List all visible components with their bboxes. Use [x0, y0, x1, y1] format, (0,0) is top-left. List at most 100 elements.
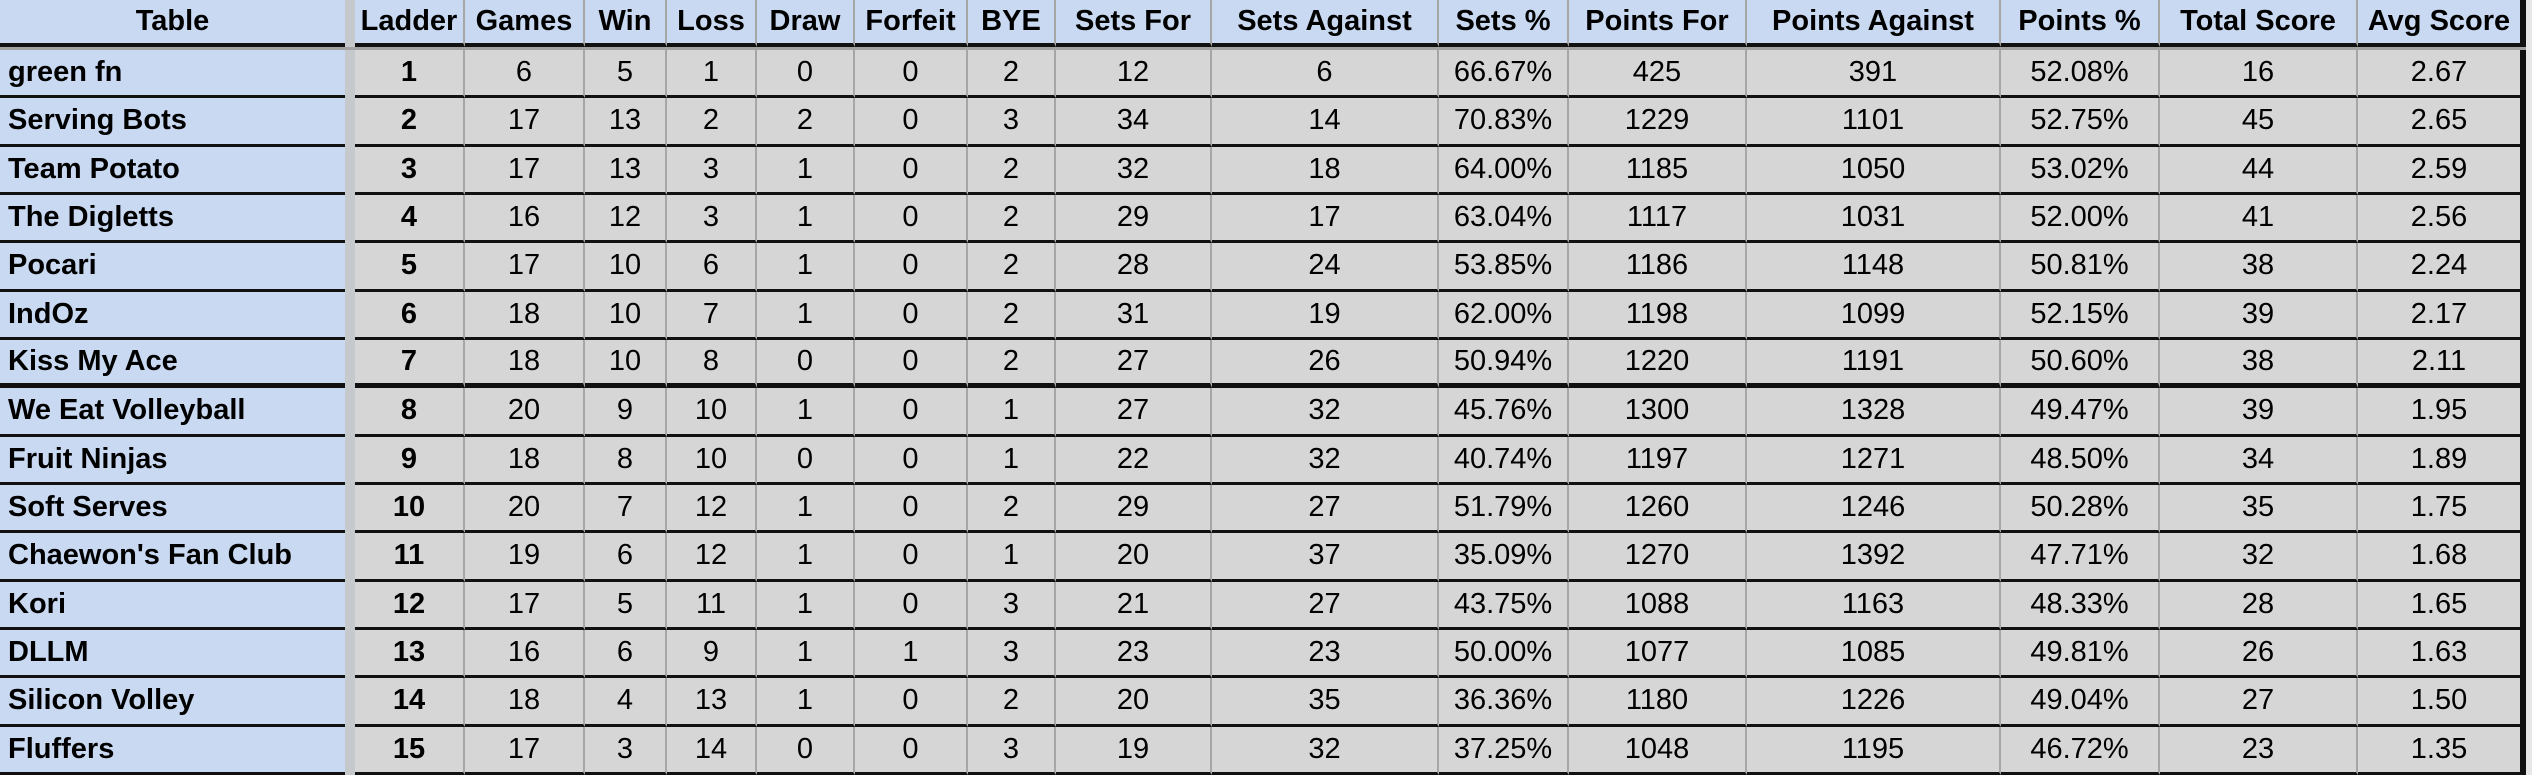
value-cell[interactable]: 1229 — [1569, 98, 1747, 147]
value-cell[interactable]: 44 — [2160, 146, 2358, 195]
value-cell[interactable]: 12 — [667, 533, 757, 582]
value-cell[interactable]: 13 — [667, 678, 757, 727]
value-cell[interactable]: 0 — [855, 436, 968, 485]
value-cell[interactable]: 1 — [757, 484, 855, 534]
value-cell[interactable]: 391 — [1747, 50, 2001, 99]
value-cell[interactable]: 1.95 — [2358, 388, 2526, 437]
value-cell[interactable]: 23 — [1212, 629, 1439, 679]
value-cell[interactable]: 32 — [1212, 436, 1439, 485]
value-cell[interactable]: 1.68 — [2358, 533, 2526, 582]
value-cell[interactable]: 49.47% — [2001, 388, 2160, 437]
value-cell[interactable]: 18 — [465, 291, 585, 340]
value-cell[interactable]: 26 — [1212, 339, 1439, 389]
value-cell[interactable]: 1246 — [1747, 484, 2001, 534]
value-cell[interactable]: 14 — [355, 678, 465, 727]
value-cell[interactable]: 47.71% — [2001, 533, 2160, 582]
value-cell[interactable]: 48.50% — [2001, 436, 2160, 485]
value-cell[interactable]: 37.25% — [1439, 726, 1569, 775]
value-cell[interactable]: 1328 — [1747, 388, 2001, 437]
value-cell[interactable]: 1 — [757, 533, 855, 582]
value-cell[interactable]: 10 — [355, 484, 465, 534]
value-cell[interactable]: 13 — [585, 146, 667, 195]
value-cell[interactable]: 5 — [585, 581, 667, 630]
value-cell[interactable]: 62.00% — [1439, 291, 1569, 340]
value-cell[interactable]: 19 — [465, 533, 585, 582]
value-cell[interactable]: 0 — [855, 339, 968, 389]
value-cell[interactable]: 14 — [667, 726, 757, 775]
value-cell[interactable]: 3 — [968, 629, 1056, 679]
value-cell[interactable]: 1085 — [1747, 629, 2001, 679]
value-cell[interactable]: 2 — [968, 678, 1056, 727]
value-cell[interactable]: 1 — [757, 194, 855, 244]
value-cell[interactable]: 1 — [757, 678, 855, 727]
team-cell[interactable]: We Eat Volleyball — [0, 388, 345, 437]
value-cell[interactable]: 0 — [855, 146, 968, 195]
value-cell[interactable]: 19 — [1056, 726, 1212, 775]
value-cell[interactable]: 34 — [2160, 436, 2358, 485]
value-cell[interactable]: 5 — [585, 50, 667, 99]
value-cell[interactable]: 1050 — [1747, 146, 2001, 195]
value-cell[interactable]: 11 — [355, 533, 465, 582]
team-cell[interactable]: DLLM — [0, 629, 345, 679]
value-cell[interactable]: 49.04% — [2001, 678, 2160, 727]
value-cell[interactable]: 21 — [1056, 581, 1212, 630]
value-cell[interactable]: 425 — [1569, 50, 1747, 99]
value-cell[interactable]: 29 — [1056, 484, 1212, 534]
header-cell[interactable]: Points % — [2001, 0, 2160, 47]
value-cell[interactable]: 0 — [855, 291, 968, 340]
value-cell[interactable]: 1.65 — [2358, 581, 2526, 630]
value-cell[interactable]: 53.02% — [2001, 146, 2160, 195]
value-cell[interactable]: 32 — [1212, 726, 1439, 775]
value-cell[interactable]: 35 — [1212, 678, 1439, 727]
value-cell[interactable]: 1163 — [1747, 581, 2001, 630]
value-cell[interactable]: 1197 — [1569, 436, 1747, 485]
value-cell[interactable]: 0 — [757, 339, 855, 389]
value-cell[interactable]: 50.81% — [2001, 243, 2160, 292]
value-cell[interactable]: 1191 — [1747, 339, 2001, 389]
team-cell[interactable]: Soft Serves — [0, 484, 345, 534]
header-cell[interactable]: Loss — [667, 0, 757, 47]
value-cell[interactable]: 6 — [1212, 50, 1439, 99]
value-cell[interactable]: 36.36% — [1439, 678, 1569, 727]
value-cell[interactable]: 24 — [1212, 243, 1439, 292]
value-cell[interactable]: 29 — [1056, 194, 1212, 244]
value-cell[interactable]: 48.33% — [2001, 581, 2160, 630]
team-cell[interactable]: Kiss My Ace — [0, 339, 345, 389]
value-cell[interactable]: 13 — [585, 98, 667, 147]
value-cell[interactable]: 1077 — [1569, 629, 1747, 679]
value-cell[interactable]: 1.63 — [2358, 629, 2526, 679]
value-cell[interactable]: 46.72% — [2001, 726, 2160, 775]
value-cell[interactable]: 35.09% — [1439, 533, 1569, 582]
value-cell[interactable]: 26 — [2160, 629, 2358, 679]
value-cell[interactable]: 1 — [757, 146, 855, 195]
value-cell[interactable]: 1099 — [1747, 291, 2001, 340]
value-cell[interactable]: 66.67% — [1439, 50, 1569, 99]
value-cell[interactable]: 6 — [585, 533, 667, 582]
value-cell[interactable]: 31 — [1056, 291, 1212, 340]
value-cell[interactable]: 1.75 — [2358, 484, 2526, 534]
value-cell[interactable]: 10 — [585, 339, 667, 389]
value-cell[interactable]: 17 — [465, 726, 585, 775]
value-cell[interactable]: 9 — [667, 629, 757, 679]
value-cell[interactable]: 10 — [667, 388, 757, 437]
team-cell[interactable]: Fruit Ninjas — [0, 436, 345, 485]
value-cell[interactable]: 12 — [667, 484, 757, 534]
value-cell[interactable]: 2 — [968, 243, 1056, 292]
team-cell[interactable]: Serving Bots — [0, 98, 345, 147]
value-cell[interactable]: 14 — [1212, 98, 1439, 147]
value-cell[interactable]: 0 — [855, 50, 968, 99]
value-cell[interactable]: 1101 — [1747, 98, 2001, 147]
value-cell[interactable]: 1260 — [1569, 484, 1747, 534]
value-cell[interactable]: 2 — [968, 50, 1056, 99]
value-cell[interactable]: 1.35 — [2358, 726, 2526, 775]
value-cell[interactable]: 50.00% — [1439, 629, 1569, 679]
value-cell[interactable]: 27 — [1056, 339, 1212, 389]
value-cell[interactable]: 15 — [355, 726, 465, 775]
value-cell[interactable]: 16 — [465, 629, 585, 679]
value-cell[interactable]: 3 — [667, 194, 757, 244]
value-cell[interactable]: 32 — [2160, 533, 2358, 582]
value-cell[interactable]: 6 — [465, 50, 585, 99]
team-cell[interactable]: The Digletts — [0, 194, 345, 244]
value-cell[interactable]: 1271 — [1747, 436, 2001, 485]
value-cell[interactable]: 50.28% — [2001, 484, 2160, 534]
